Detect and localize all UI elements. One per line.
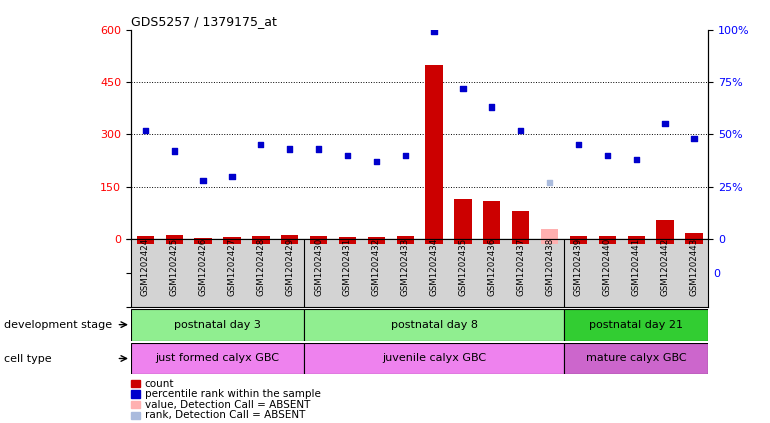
Text: postnatal day 21: postnatal day 21 xyxy=(589,320,683,330)
Bar xyxy=(512,211,530,239)
Point xyxy=(341,152,353,159)
Bar xyxy=(368,239,385,244)
Bar xyxy=(570,236,587,239)
Bar xyxy=(281,239,299,244)
Bar xyxy=(137,239,154,244)
Point xyxy=(226,173,238,180)
Point xyxy=(283,146,296,152)
Bar xyxy=(397,239,414,244)
Bar xyxy=(656,220,674,239)
Bar xyxy=(425,239,443,244)
Point xyxy=(601,152,614,159)
Bar xyxy=(685,239,702,244)
Bar xyxy=(253,239,270,244)
Text: count: count xyxy=(145,379,174,389)
Bar xyxy=(541,239,558,244)
Bar xyxy=(253,236,270,239)
Bar xyxy=(599,239,616,244)
Bar xyxy=(137,236,154,239)
Text: postnatal day 8: postnatal day 8 xyxy=(390,320,477,330)
Point xyxy=(514,127,527,134)
Point xyxy=(139,127,152,134)
Bar xyxy=(628,236,645,239)
FancyBboxPatch shape xyxy=(564,309,708,341)
Bar xyxy=(570,239,587,244)
Point xyxy=(659,121,671,127)
Bar xyxy=(685,233,702,239)
Point xyxy=(688,135,700,142)
Text: just formed calyx GBC: just formed calyx GBC xyxy=(156,354,280,363)
Text: rank, Detection Call = ABSENT: rank, Detection Call = ABSENT xyxy=(145,410,305,420)
Bar xyxy=(166,239,183,244)
FancyBboxPatch shape xyxy=(131,309,304,341)
Bar xyxy=(281,235,299,239)
FancyBboxPatch shape xyxy=(564,343,708,374)
Text: postnatal day 3: postnatal day 3 xyxy=(174,320,261,330)
Point xyxy=(428,28,440,35)
Bar xyxy=(310,236,327,239)
Bar xyxy=(339,239,356,244)
Text: development stage: development stage xyxy=(4,320,112,330)
Bar xyxy=(628,239,645,244)
Bar xyxy=(223,237,240,239)
Bar xyxy=(484,239,500,244)
Text: cell type: cell type xyxy=(4,354,52,364)
Point xyxy=(572,141,584,148)
Point xyxy=(313,146,325,152)
Bar xyxy=(454,199,471,239)
Bar xyxy=(512,239,530,244)
FancyBboxPatch shape xyxy=(304,343,564,374)
FancyBboxPatch shape xyxy=(131,343,304,374)
Bar xyxy=(541,228,558,239)
Text: juvenile calyx GBC: juvenile calyx GBC xyxy=(382,354,486,363)
Bar xyxy=(166,235,183,239)
Text: GDS5257 / 1379175_at: GDS5257 / 1379175_at xyxy=(131,16,276,28)
Bar xyxy=(310,239,327,244)
Point xyxy=(168,148,180,154)
Bar xyxy=(194,239,212,244)
Bar xyxy=(425,65,443,239)
Point xyxy=(255,141,267,148)
Bar xyxy=(194,238,212,239)
FancyBboxPatch shape xyxy=(304,309,564,341)
Bar xyxy=(599,236,616,239)
Text: mature calyx GBC: mature calyx GBC xyxy=(586,354,687,363)
Bar xyxy=(339,237,356,239)
Point xyxy=(457,85,469,92)
Point xyxy=(544,179,556,186)
Point xyxy=(370,158,383,165)
Bar xyxy=(397,236,414,239)
Bar xyxy=(484,201,500,239)
Text: percentile rank within the sample: percentile rank within the sample xyxy=(145,389,320,399)
Point xyxy=(486,104,498,110)
Point xyxy=(197,177,209,184)
Bar xyxy=(656,239,674,244)
Bar xyxy=(454,239,471,244)
Point xyxy=(399,152,411,159)
Point xyxy=(630,156,642,163)
Bar xyxy=(223,239,240,244)
Bar xyxy=(368,237,385,239)
Text: value, Detection Call = ABSENT: value, Detection Call = ABSENT xyxy=(145,400,310,410)
